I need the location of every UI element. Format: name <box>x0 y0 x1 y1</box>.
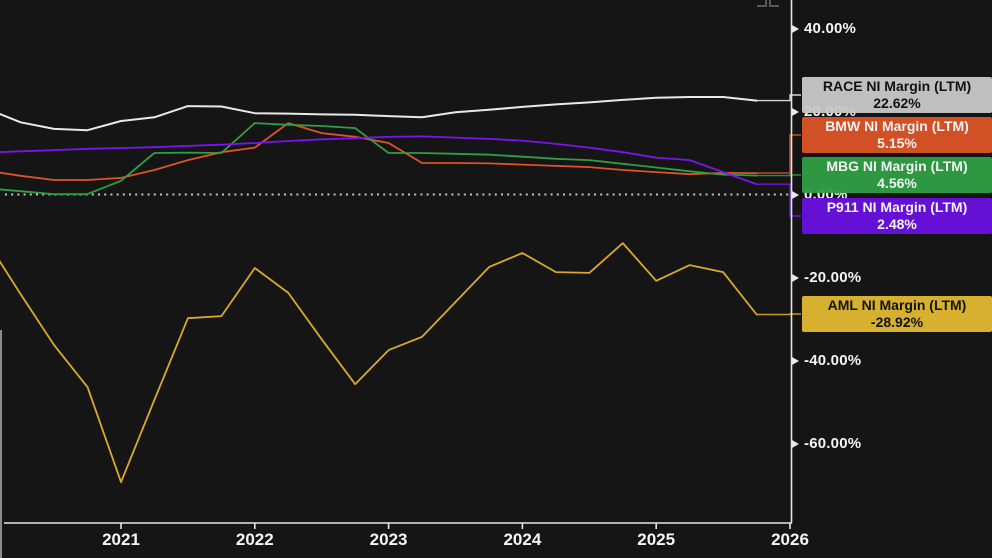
legend-series-name: MBG NI Margin (LTM) <box>826 158 968 174</box>
expand-icon-corner <box>769 0 779 7</box>
legend-box-mbg[interactable]: MBG NI Margin (LTM) 4.56% <box>802 157 992 193</box>
series-line-p911[interactable] <box>0 135 758 186</box>
y-axis-label: 40.00% <box>792 20 856 38</box>
scrollbar-fragment[interactable] <box>0 330 2 558</box>
y-axis-label: -60.00% <box>792 435 861 453</box>
y-axis-label-text: -60.00% <box>804 435 862 452</box>
legend-series-value: 5.15% <box>877 135 917 151</box>
x-axis-label-2022: 2022 <box>235 530 274 549</box>
legend-leader-bmw <box>756 134 801 174</box>
axis-arrow-icon <box>792 24 799 33</box>
legend-leader-p911 <box>756 183 801 217</box>
axis-arrow-icon <box>792 190 799 199</box>
y-axis-label-text: -20.00% <box>804 269 862 286</box>
legend-series-name: BMW NI Margin (LTM) <box>825 118 969 134</box>
expand-icon[interactable] <box>755 0 781 8</box>
legend-box-bmw[interactable]: BMW NI Margin (LTM) 5.15% <box>802 117 992 153</box>
y-axis-label: -20.00% <box>792 269 861 287</box>
legend-series-name: AML NI Margin (LTM) <box>827 297 967 313</box>
axis-arrow-icon <box>792 439 799 448</box>
legend-series-value: 2.48% <box>877 216 917 232</box>
axis-arrow-icon <box>792 356 799 365</box>
x-axis-label-2024: 2024 <box>503 530 542 549</box>
legend-leader-mbg <box>756 174 801 177</box>
series-line-race[interactable] <box>0 96 758 132</box>
legend-series-name: RACE NI Margin (LTM) <box>822 78 972 94</box>
legend-series-value: 22.62% <box>873 95 921 111</box>
legend-series-name: P911 NI Margin (LTM) <box>826 199 968 215</box>
legend-leader-race <box>756 94 801 102</box>
series-line-mbg[interactable] <box>0 122 758 196</box>
legend-series-value: 4.56% <box>877 175 917 191</box>
axis-arrow-icon <box>792 273 799 282</box>
x-axis-label-2023: 2023 <box>369 530 408 549</box>
legend-leader-aml <box>756 313 801 316</box>
y-axis-label-text: -40.00% <box>804 352 862 369</box>
expand-icon-corner <box>757 0 767 7</box>
x-axis-label-2025: 2025 <box>637 530 676 549</box>
legend-box-p911[interactable]: P911 NI Margin (LTM) 2.48% <box>802 198 992 234</box>
x-axis-label-2026: 2026 <box>771 530 809 549</box>
x-axis-label-2021: 2021 <box>102 530 140 549</box>
legend-box-aml[interactable]: AML NI Margin (LTM) -28.92% <box>802 296 992 332</box>
series-line-bmw[interactable] <box>0 122 758 181</box>
axis-arrow-icon <box>792 107 799 116</box>
y-axis-label-text: 40.00% <box>804 20 857 37</box>
series-line-aml[interactable] <box>0 242 758 484</box>
legend-series-value: -28.92% <box>870 314 924 330</box>
y-axis-label: -40.00% <box>792 352 861 370</box>
legend-box-race[interactable]: RACE NI Margin (LTM) 22.62% <box>802 77 992 113</box>
